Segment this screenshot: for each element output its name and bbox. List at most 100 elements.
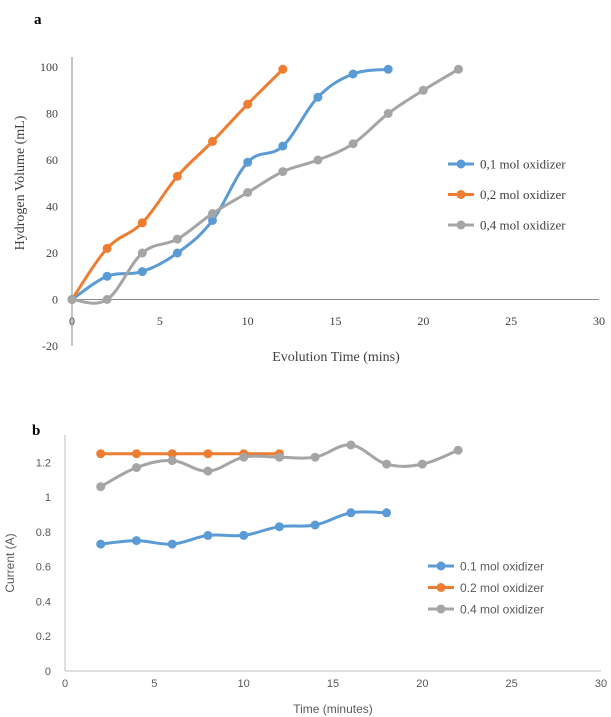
panel-label-a: a bbox=[34, 12, 42, 28]
legend-swatch-marker bbox=[436, 583, 446, 592]
x-tick-label: 5 bbox=[151, 678, 157, 690]
data-point bbox=[310, 452, 320, 462]
data-point bbox=[172, 248, 182, 258]
series-line bbox=[70, 67, 460, 305]
data-point bbox=[278, 167, 288, 177]
x-tick-label: 10 bbox=[238, 678, 250, 690]
x-tick-label: 25 bbox=[506, 678, 518, 690]
data-point bbox=[67, 295, 77, 304]
legend-label: 0.2 mol oxidizer bbox=[460, 581, 544, 595]
data-point bbox=[167, 539, 177, 549]
data-point bbox=[418, 85, 428, 95]
data-point bbox=[96, 539, 106, 549]
data-point bbox=[203, 449, 213, 459]
legend-swatch-marker bbox=[436, 604, 446, 614]
legend-label: 0.1 mol oxidizer bbox=[460, 560, 544, 574]
y-tick-label: 100 bbox=[40, 60, 58, 74]
data-point bbox=[243, 188, 253, 197]
data-point bbox=[167, 449, 177, 459]
x-tick-label: 10 bbox=[242, 314, 254, 328]
data-point bbox=[453, 445, 463, 455]
y-tick-label: 0 bbox=[52, 293, 58, 307]
data-point bbox=[137, 218, 147, 228]
legend-label: 0,4 mol oxidizer bbox=[480, 218, 566, 233]
data-point bbox=[243, 99, 253, 109]
y-tick-label: 0.4 bbox=[36, 596, 51, 608]
y-tick-label: 0.2 bbox=[36, 631, 51, 643]
data-point bbox=[310, 520, 320, 530]
series-line bbox=[70, 67, 390, 301]
panel-label-b: b bbox=[32, 423, 40, 439]
legend-label: 0,1 mol oxidizer bbox=[480, 157, 566, 172]
legend-label: 0.4 mol oxidizer bbox=[460, 603, 544, 617]
data-point bbox=[454, 64, 463, 74]
data-point bbox=[239, 452, 249, 462]
y-tick-label: 80 bbox=[46, 107, 58, 121]
data-point bbox=[137, 248, 147, 258]
data-point bbox=[137, 267, 147, 277]
data-point bbox=[172, 171, 182, 181]
data-point bbox=[346, 440, 356, 450]
data-point bbox=[348, 69, 358, 79]
data-point bbox=[172, 234, 182, 244]
data-point bbox=[382, 508, 392, 518]
data-point bbox=[313, 92, 323, 102]
data-point bbox=[348, 139, 358, 149]
data-point bbox=[132, 536, 141, 546]
data-point bbox=[383, 64, 393, 74]
x-tick-label: 20 bbox=[416, 678, 428, 690]
data-point bbox=[278, 64, 288, 74]
data-point bbox=[313, 155, 323, 165]
data-point bbox=[243, 157, 253, 167]
x-tick-label: 30 bbox=[595, 678, 607, 690]
y-tick-label: 0.8 bbox=[36, 527, 51, 539]
data-point bbox=[132, 449, 141, 459]
data-point bbox=[203, 466, 213, 476]
legend-swatch-marker bbox=[436, 561, 446, 571]
y-tick-label: 0 bbox=[45, 666, 51, 678]
y-axis-title-b: Current (A) bbox=[3, 533, 17, 592]
data-point bbox=[203, 530, 213, 540]
data-point bbox=[102, 271, 112, 281]
data-point bbox=[96, 449, 106, 459]
data-point bbox=[102, 295, 112, 304]
x-tick-label: 20 bbox=[417, 314, 429, 328]
x-axis-title-b: Time (minutes) bbox=[293, 702, 373, 716]
y-tick-label: 1.2 bbox=[36, 457, 51, 469]
legend-swatch-marker bbox=[456, 159, 466, 169]
y-tick-label: 1 bbox=[45, 492, 51, 504]
data-point bbox=[167, 456, 177, 466]
data-point bbox=[278, 141, 288, 151]
data-point bbox=[239, 530, 249, 540]
data-point bbox=[383, 109, 393, 118]
y-tick-label: 20 bbox=[46, 246, 58, 260]
legend-swatch-marker bbox=[456, 190, 466, 199]
y-tick-label: 0.6 bbox=[36, 562, 51, 574]
x-tick-label: 30 bbox=[593, 314, 605, 328]
y-axis-title-a: Hydrogen Volume (mL) bbox=[13, 115, 28, 250]
x-tick-label: 15 bbox=[327, 678, 339, 690]
data-point bbox=[208, 215, 217, 225]
chart-a: a Evolution Time (mins) Hydrogen Volume … bbox=[13, 12, 605, 365]
legend-swatch-marker bbox=[456, 220, 466, 230]
y-tick-label: 40 bbox=[46, 200, 58, 214]
data-point bbox=[208, 209, 217, 218]
data-point bbox=[102, 243, 112, 253]
data-point bbox=[346, 508, 356, 518]
legend-label: 0,2 mol oxidizer bbox=[480, 187, 566, 202]
data-point bbox=[417, 459, 427, 469]
x-tick-label: 0 bbox=[69, 314, 75, 328]
y-tick-label: 60 bbox=[46, 153, 58, 167]
x-axis-title-a: Evolution Time (mins) bbox=[272, 350, 400, 365]
data-point bbox=[382, 459, 392, 469]
x-tick-label: 25 bbox=[505, 314, 517, 328]
data-point bbox=[132, 463, 141, 473]
data-point bbox=[274, 522, 284, 532]
chart-b: b Time (minutes) Current (A) 0 5 10 15 20 25 3… bbox=[3, 423, 607, 716]
x-tick-label: 0 bbox=[62, 678, 68, 690]
data-point bbox=[96, 482, 106, 492]
x-tick-label: 5 bbox=[157, 314, 163, 328]
y-tick-label: -20 bbox=[42, 339, 58, 353]
data-point bbox=[208, 136, 217, 146]
